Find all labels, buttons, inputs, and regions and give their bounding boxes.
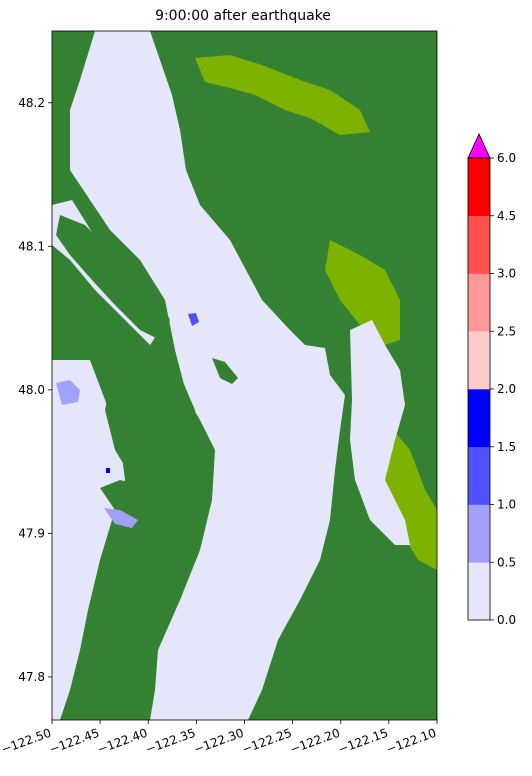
y-tick-label: 47.8 <box>18 670 45 684</box>
x-tick-label: −122.10 <box>384 726 438 757</box>
y-axis: 47.8 47.9 48.0 48.1 48.2 <box>18 96 52 684</box>
x-tick-label: −122.35 <box>144 726 198 757</box>
colorbar-extend-arrow <box>467 133 491 159</box>
colorbar-tick-label: 2.5 <box>497 324 516 338</box>
colorbar-tick-label: 0.0 <box>497 613 516 627</box>
indian-island <box>100 480 150 512</box>
chart-title: 9:00:00 after earthquake <box>155 8 331 24</box>
flood-patches <box>56 313 199 528</box>
x-tick-label: −122.30 <box>192 726 246 757</box>
colorbar-tick-label: 2.0 <box>497 382 516 396</box>
x-tick-label: −122.45 <box>47 726 101 757</box>
south-peninsula <box>105 355 200 488</box>
x-tick-label: −122.25 <box>240 726 294 757</box>
y-tick-label: 48.1 <box>18 239 45 253</box>
east-inlet <box>350 320 410 545</box>
highland-north <box>195 55 370 135</box>
x-tick-label: −122.40 <box>96 726 150 757</box>
flood-patch-center <box>188 313 199 326</box>
colorbar-band <box>468 446 490 505</box>
colorbar-tick-label: 1.0 <box>497 498 516 512</box>
colorbar-tick-label: 1.5 <box>497 440 516 454</box>
colorbar-tick-label: 4.5 <box>497 209 516 223</box>
land-islands <box>56 215 238 512</box>
colorbar-tick-label: 6.0 <box>497 151 516 165</box>
small-island <box>212 358 238 384</box>
y-tick-label: 47.9 <box>18 526 45 540</box>
colorbar-band <box>468 331 490 390</box>
highland-east-shore <box>380 420 437 570</box>
y-tick-label: 48.2 <box>18 96 45 110</box>
colorbar: 0.0 0.5 1.0 1.5 2.0 2.5 3.0 4.5 6.0 <box>467 133 516 627</box>
west-basin <box>52 360 125 720</box>
colorbar-band <box>468 389 490 448</box>
marrowstone-peninsula <box>56 215 170 340</box>
flood-patch-west <box>56 380 80 405</box>
x-tick-label: −122.50 <box>0 726 53 757</box>
highland-terrain <box>52 40 437 690</box>
colorbar-band <box>468 504 490 563</box>
map-plot-area <box>52 31 437 720</box>
main-channel <box>70 31 345 720</box>
x-tick-label: −122.15 <box>336 726 390 757</box>
colorbar-band <box>468 273 490 332</box>
colorbar-band <box>468 215 490 274</box>
colorbar-band <box>468 158 490 217</box>
flood-patch-deep <box>106 468 110 473</box>
highland-east-ridge <box>325 240 400 345</box>
x-tick-label: −122.20 <box>288 726 342 757</box>
flood-patch-south <box>104 508 138 528</box>
colorbar-band <box>468 562 490 621</box>
colorbar-tick-label: 3.0 <box>497 267 516 281</box>
colorbar-tick-label: 0.5 <box>497 555 516 569</box>
x-axis: −122.50−122.45−122.40−122.35−122.30−122.… <box>0 720 438 757</box>
y-tick-label: 48.0 <box>18 383 45 397</box>
